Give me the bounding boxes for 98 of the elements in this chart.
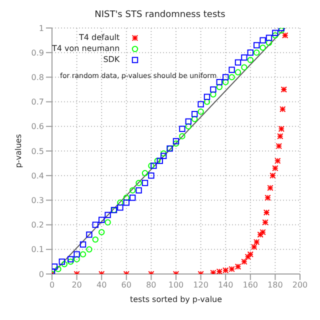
point bbox=[216, 84, 222, 90]
point bbox=[130, 187, 136, 194]
point bbox=[254, 42, 260, 48]
point bbox=[92, 236, 98, 243]
point bbox=[136, 180, 142, 186]
point bbox=[272, 30, 278, 36]
point bbox=[160, 152, 167, 160]
point bbox=[136, 187, 142, 194]
point bbox=[117, 200, 124, 206]
x-tick-label: 160 bbox=[242, 280, 258, 290]
point bbox=[123, 194, 130, 201]
point bbox=[198, 101, 204, 108]
y-tick-label: 0.3 bbox=[31, 196, 44, 206]
point bbox=[216, 79, 222, 86]
point bbox=[148, 162, 154, 169]
point bbox=[160, 150, 167, 157]
point bbox=[150, 162, 157, 169]
point bbox=[92, 222, 98, 228]
point bbox=[272, 32, 278, 38]
point bbox=[148, 172, 154, 179]
x-tick-label: 100 bbox=[168, 280, 184, 290]
point bbox=[278, 28, 284, 34]
point bbox=[185, 123, 192, 130]
point bbox=[222, 79, 229, 86]
x-tick-label: 80 bbox=[146, 280, 156, 290]
point bbox=[156, 158, 163, 164]
x-tick-label: 180 bbox=[268, 280, 283, 290]
point bbox=[117, 204, 124, 211]
y-tick-label: 0.4 bbox=[31, 171, 44, 180]
point bbox=[222, 74, 229, 80]
point bbox=[192, 111, 198, 118]
point bbox=[55, 266, 62, 272]
point bbox=[154, 158, 160, 164]
point bbox=[61, 261, 68, 268]
y-tick-label: 0.8 bbox=[31, 73, 44, 82]
point bbox=[204, 98, 210, 105]
point bbox=[104, 212, 111, 218]
point bbox=[192, 116, 198, 122]
point bbox=[241, 64, 248, 70]
point bbox=[260, 44, 266, 51]
point bbox=[172, 140, 180, 147]
point bbox=[266, 40, 272, 46]
x-tick-label: 40 bbox=[96, 280, 107, 290]
y-tick-label: 0.5 bbox=[31, 146, 44, 156]
point bbox=[260, 37, 266, 44]
legend-label: SDK bbox=[103, 54, 120, 65]
point bbox=[123, 200, 130, 206]
point bbox=[86, 246, 92, 252]
y-tick-label: 0 bbox=[38, 270, 44, 279]
point bbox=[142, 170, 148, 176]
y-tick-label: 0.1 bbox=[31, 245, 44, 254]
point bbox=[104, 219, 111, 226]
point bbox=[210, 86, 216, 93]
point bbox=[142, 180, 148, 186]
x-tick-label: 0 bbox=[49, 280, 55, 290]
point bbox=[179, 133, 186, 140]
point bbox=[52, 264, 58, 270]
y-tick-label: 0.6 bbox=[31, 122, 44, 132]
point bbox=[204, 94, 210, 100]
point bbox=[228, 74, 235, 80]
point bbox=[266, 34, 272, 41]
point bbox=[98, 216, 105, 223]
point bbox=[247, 56, 254, 64]
point bbox=[234, 59, 242, 66]
point bbox=[80, 241, 86, 248]
point bbox=[254, 50, 260, 56]
point bbox=[74, 256, 80, 262]
y-axis-title: p-values bbox=[14, 134, 23, 168]
x-axis-title: tests sorted by p-value bbox=[130, 295, 222, 304]
x-tick-label: 200 bbox=[292, 280, 308, 290]
point bbox=[68, 258, 74, 265]
x-tick-label: 120 bbox=[193, 280, 208, 290]
point bbox=[130, 194, 136, 201]
point bbox=[80, 251, 86, 258]
point bbox=[68, 256, 74, 262]
point bbox=[86, 232, 92, 238]
point bbox=[185, 118, 192, 125]
point bbox=[74, 251, 80, 258]
legend-label: T4 von neumann bbox=[52, 43, 120, 54]
point bbox=[198, 108, 204, 115]
point bbox=[98, 229, 105, 236]
legend-label: T4 default bbox=[79, 32, 120, 43]
point bbox=[241, 54, 248, 61]
point bbox=[172, 138, 180, 144]
y-tick-label: 0.7 bbox=[31, 98, 44, 107]
y-tick-label: 0.2 bbox=[31, 220, 44, 230]
point bbox=[247, 50, 254, 56]
point bbox=[228, 66, 235, 73]
y-tick-label: 1 bbox=[38, 24, 44, 33]
point bbox=[58, 258, 66, 265]
x-tick-label: 20 bbox=[72, 280, 82, 290]
x-tick-label: 140 bbox=[218, 280, 234, 290]
point bbox=[179, 126, 186, 132]
chart-title: NIST's STS randomness tests bbox=[94, 9, 226, 22]
point bbox=[210, 91, 216, 98]
point bbox=[234, 69, 242, 76]
x-tick-label: 60 bbox=[121, 280, 132, 290]
y-tick-label: 0.9 bbox=[31, 48, 44, 58]
